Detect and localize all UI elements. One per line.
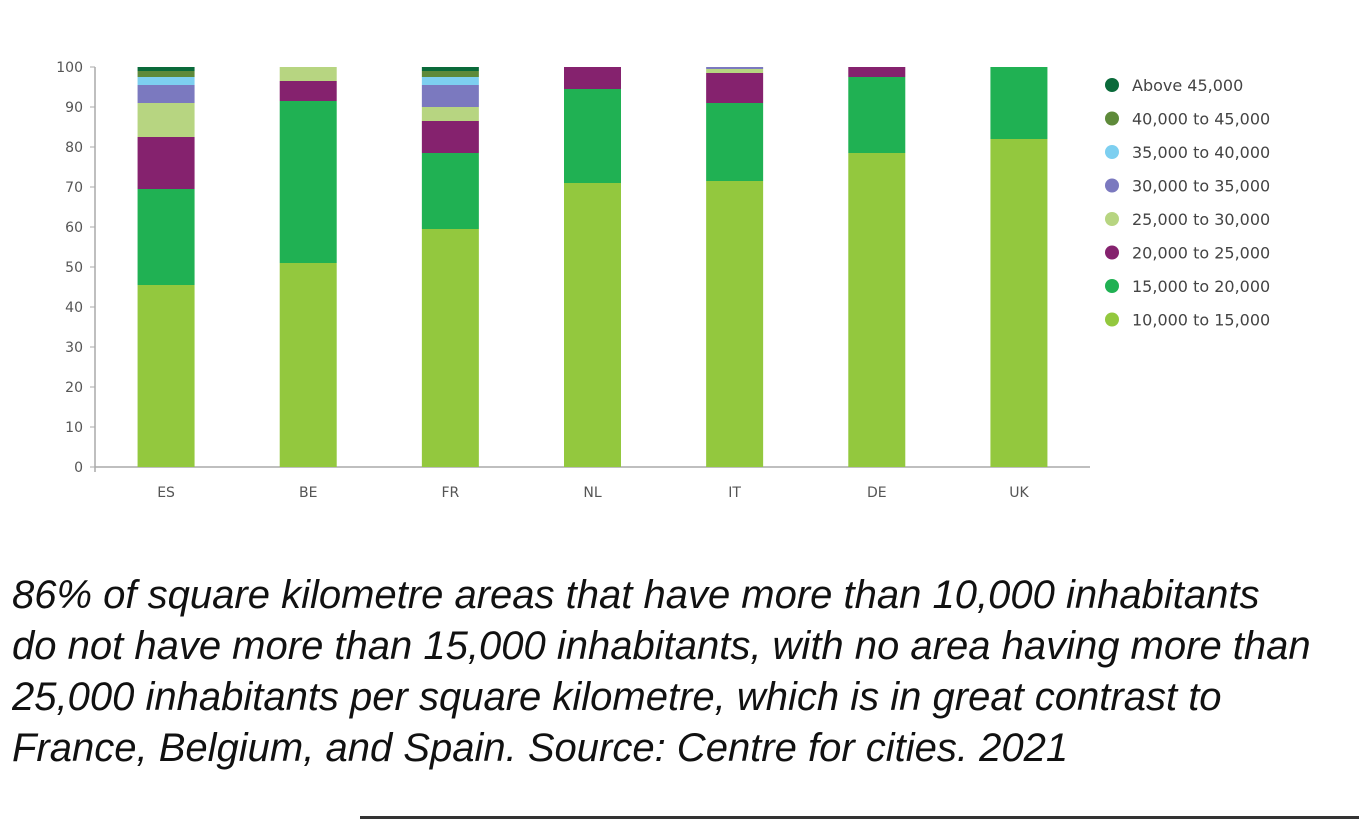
bar-segment xyxy=(137,189,195,285)
bar-segment xyxy=(848,67,906,77)
bar-segment xyxy=(421,67,479,71)
bar-segment xyxy=(421,107,479,121)
legend-item: 30,000 to 35,000 xyxy=(1105,177,1270,196)
legend-label: 10,000 to 15,000 xyxy=(1132,311,1270,330)
bar-segment xyxy=(279,263,337,467)
chart-caption: 86% of square kilometre areas that have … xyxy=(12,573,1311,770)
bar-segment xyxy=(848,153,906,467)
x-tick-label: DE xyxy=(867,485,887,501)
bar-stack-uk xyxy=(990,67,1048,467)
legend-label: 20,000 to 25,000 xyxy=(1132,244,1270,263)
x-tick-label: BE xyxy=(299,485,317,501)
y-tick-label: 40 xyxy=(65,300,83,316)
y-tick-label: 50 xyxy=(65,260,83,276)
bar-segment xyxy=(990,139,1048,467)
y-tick-label: 60 xyxy=(65,220,83,236)
x-tick-label: UK xyxy=(1009,485,1029,501)
bar-segment xyxy=(990,67,1048,139)
bar-stack-it xyxy=(706,67,764,467)
legend-item: 20,000 to 25,000 xyxy=(1105,244,1270,263)
bars-group xyxy=(137,67,1048,467)
bar-segment xyxy=(564,183,621,467)
bar-segment xyxy=(706,67,764,69)
bar-segment xyxy=(137,85,195,103)
y-tick-label: 0 xyxy=(74,460,83,476)
legend-swatch xyxy=(1105,111,1119,126)
bar-stack-de xyxy=(848,67,906,467)
bar-segment xyxy=(279,101,337,263)
legend-label: 40,000 to 45,000 xyxy=(1132,110,1270,129)
bar-segment xyxy=(421,121,479,153)
bar-segment xyxy=(564,67,621,89)
legend-swatch xyxy=(1105,245,1119,260)
bottom-divider xyxy=(360,816,1359,819)
legend-label: 25,000 to 30,000 xyxy=(1132,210,1270,229)
y-tick-label: 80 xyxy=(65,140,83,156)
y-tick-label: 20 xyxy=(65,380,83,396)
legend-label: Above 45,000 xyxy=(1132,76,1243,95)
legend-item: 40,000 to 45,000 xyxy=(1105,110,1270,129)
legend-swatch xyxy=(1105,212,1119,226)
bar-stack-nl xyxy=(564,67,621,467)
bar-segment xyxy=(421,229,479,467)
x-tick-label: ES xyxy=(157,485,175,501)
bar-segment xyxy=(706,181,764,467)
legend-item: 35,000 to 40,000 xyxy=(1105,143,1270,162)
legend-label: 35,000 to 40,000 xyxy=(1132,143,1270,162)
bar-stack-be xyxy=(279,67,337,467)
x-axis: ES BE FR NL IT DE UK xyxy=(95,466,1090,501)
bar-segment xyxy=(421,77,479,85)
y-tick-label: 100 xyxy=(56,60,83,76)
bar-segment xyxy=(137,71,195,77)
bar-segment xyxy=(137,103,195,137)
legend-swatch xyxy=(1105,145,1119,159)
x-tick-label: IT xyxy=(728,485,741,501)
bar-stack-fr xyxy=(421,67,479,467)
bar-segment xyxy=(564,89,621,183)
legend-swatch xyxy=(1105,279,1119,293)
y-tick-label: 90 xyxy=(65,100,83,116)
legend-item: 15,000 to 20,000 xyxy=(1105,277,1270,296)
x-tick-label: FR xyxy=(441,485,459,501)
bar-segment xyxy=(137,285,195,467)
legend-item: 10,000 to 15,000 xyxy=(1105,311,1270,330)
bar-segment xyxy=(279,67,337,81)
legend-swatch xyxy=(1105,178,1119,193)
bar-segment xyxy=(706,73,764,103)
bar-stack-es xyxy=(137,67,195,467)
legend-label: 30,000 to 35,000 xyxy=(1132,177,1270,196)
legend-swatch xyxy=(1105,78,1119,92)
legend: Above 45,000 40,000 to 45,000 35,000 to 40… xyxy=(1105,76,1270,330)
y-tick-label: 10 xyxy=(65,420,83,436)
y-axis: 0 10 20 30 40 50 60 70 80 90 100 xyxy=(56,60,96,476)
bar-segment xyxy=(279,81,337,101)
stacked-bar-chart: 0 10 20 30 40 50 60 70 80 90 100 ES BE FR NL IT DE UK Ab… xyxy=(56,60,1270,501)
y-tick-label: 70 xyxy=(65,180,83,196)
y-tick-label: 30 xyxy=(65,340,83,356)
bar-segment xyxy=(848,77,906,153)
bar-segment xyxy=(421,153,479,229)
bar-segment xyxy=(706,69,764,73)
bar-segment xyxy=(137,77,195,85)
bar-segment xyxy=(137,137,195,189)
legend-item: Above 45,000 xyxy=(1105,76,1243,95)
bar-segment xyxy=(706,103,764,181)
legend-swatch xyxy=(1105,312,1119,327)
bar-segment xyxy=(421,85,479,107)
x-tick-label: NL xyxy=(583,485,601,501)
bar-segment xyxy=(421,71,479,77)
legend-label: 15,000 to 20,000 xyxy=(1132,277,1270,296)
bar-segment xyxy=(137,67,195,71)
legend-item: 25,000 to 30,000 xyxy=(1105,210,1270,229)
